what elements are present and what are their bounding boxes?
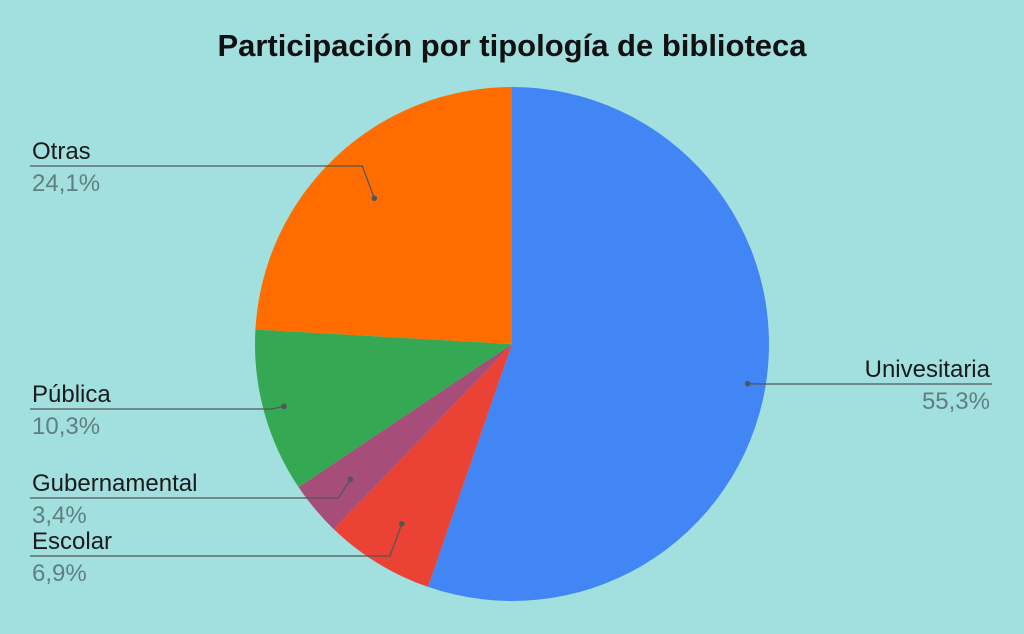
pie-slice-gubernamental: [298, 344, 512, 530]
leader-line-publica: [30, 405, 285, 410]
slice-value-escolar: 6,9%: [32, 560, 87, 587]
leader-line-gubernamental: [30, 478, 352, 499]
leader-dot-publica: [281, 403, 287, 410]
slice-label-escolar: Escolar: [32, 528, 112, 555]
chart-title: Participación por tipología de bibliotec…: [217, 28, 807, 63]
slice-label-otras: Otras: [32, 138, 91, 165]
pie-slice-univesitaria: [427, 87, 769, 601]
slice-value-univesitaria: 55,3%: [922, 388, 990, 415]
leader-line-otras: [30, 165, 375, 199]
slice-label-univesitaria: Univesitaria: [865, 356, 991, 383]
slice-value-gubernamental: 3,4%: [32, 502, 87, 529]
leader-dot-gubernamental: [347, 476, 354, 483]
pie-slice-publica: [255, 329, 512, 488]
slice-value-otras: 24,1%: [32, 170, 100, 197]
pie-slice-escolar: [333, 344, 512, 587]
leader-dot-univesitaria: [744, 380, 751, 387]
slice-value-publica: 10,3%: [32, 413, 100, 440]
leader-dot-otras: [371, 195, 378, 202]
pie-slice-otras: [255, 87, 512, 344]
leader-dot-escolar: [399, 520, 405, 527]
leader-line-escolar: [30, 523, 403, 557]
slice-label-gubernamental: Gubernamental: [32, 470, 197, 497]
slice-label-publica: Pública: [32, 381, 111, 408]
